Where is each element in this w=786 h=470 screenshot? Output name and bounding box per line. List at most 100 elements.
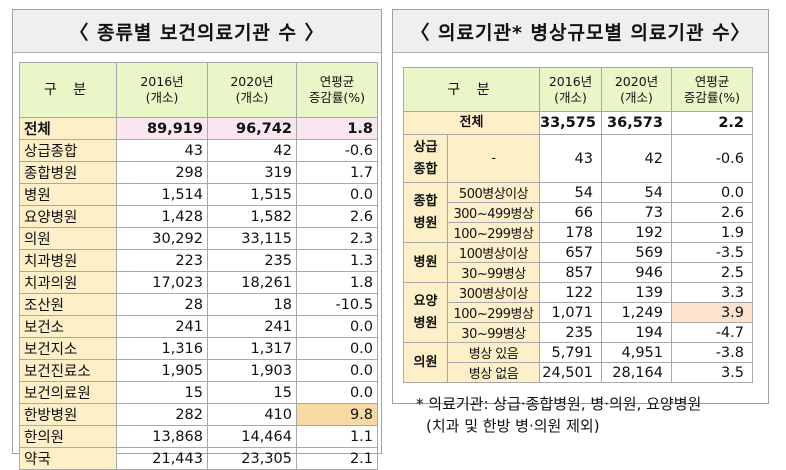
cell-rate: -10.5 (296, 293, 378, 316)
table-row: 의원 30,292 33,115 2.3 (19, 227, 378, 250)
group-label: 종합 병원 (403, 182, 448, 243)
left-panel: 〈 종류별 보건의료기관 수 〉 구 분 2016년 (개소) 2020년 (개소)… (12, 9, 382, 470)
cell-2020: 1,317 (207, 337, 297, 360)
cell-2020: 1,903 (207, 359, 297, 382)
header-category: 구 분 (19, 62, 117, 118)
group-label: 상급 종합 (403, 134, 448, 183)
table-row: 치과병원 223 235 1.3 (19, 249, 378, 272)
table-row: 보건지소 1,316 1,317 0.0 (19, 337, 378, 360)
cell-rate: 2.1 (296, 447, 378, 470)
row-label: 한방병원 (19, 403, 117, 426)
table-row: 조산원 28 18 -10.5 (19, 293, 378, 316)
cell-2016: 43 (116, 139, 208, 162)
table-row: 30~99병상 235 194 -4.7 (404, 322, 753, 343)
row-label: 보건의료원 (19, 381, 117, 404)
cell-2016: 15 (116, 381, 208, 404)
cell-rate: 2.3 (296, 227, 378, 250)
cell-2020: 4,951 (601, 342, 672, 363)
cell-rate: -0.6 (671, 134, 753, 183)
cell-2020: 319 (207, 161, 297, 184)
cell-2020: 14,464 (207, 425, 297, 448)
cell-rate: -0.6 (296, 139, 378, 162)
cell-2020: 241 (207, 315, 297, 338)
left-table: 구 분 2016년 (개소) 2020년 (개소) 연평균 증감률(%) 전체 89,9… (19, 62, 378, 470)
table-row: 한의원 13,868 14,464 1.1 (19, 425, 378, 448)
row-label: 보건진료소 (19, 359, 117, 382)
cell-2020: 139 (601, 282, 672, 303)
table-row: 상급 종합 -43 42 -0.6 (403, 134, 753, 183)
table-row: 약국 21,443 23,305 2.1 (19, 447, 378, 470)
cell-2016: 282 (116, 403, 208, 426)
cell-2016: 17,023 (116, 271, 208, 294)
row-label: 약국 (19, 447, 117, 470)
cell-2016: 13,868 (116, 425, 208, 448)
header-category: 구 분 (403, 67, 540, 112)
table-row: 종합 병원 500병상이상 54 54 0.0 (403, 182, 753, 243)
cell-rate: 2.6 (671, 202, 753, 223)
cell-2016: 30,292 (116, 227, 208, 250)
cell-2016: 33,575 (539, 111, 602, 135)
table-row: 30~99병상 857 946 2.5 (404, 262, 753, 283)
footnote-line-1: * 의료기관: 상급·종합병원, 병·의원, 요양병원 (416, 395, 702, 413)
cell-2020: 946 (601, 262, 672, 283)
group-label: 병원 (403, 242, 448, 283)
cell-rate: 0.0 (671, 182, 753, 203)
sub-label: 300병상이상 (447, 282, 540, 303)
row-label: 전체 (19, 117, 117, 140)
table-row: 의원 병상 있음 5,791 4,951 -3.8 (403, 342, 753, 383)
table-row: 요양병원 1,428 1,582 2.6 (19, 205, 378, 228)
cell-rate: 3.3 (671, 282, 753, 303)
cell-2016: 24,501 (539, 362, 602, 383)
header-rate: 연평균 증감률(%) (296, 62, 378, 118)
cell-2016: 1,071 (539, 302, 602, 323)
cell-2020: 569 (601, 242, 672, 263)
row-label: 치과병원 (19, 249, 117, 272)
cell-rate: 1.3 (296, 249, 378, 272)
cell-2020: 192 (601, 222, 672, 243)
cell-2016: 178 (539, 222, 602, 243)
sub-label: 병상 있음 (447, 342, 540, 363)
cell-rate: 0.0 (296, 381, 378, 404)
row-label: 상급종합 (19, 139, 117, 162)
cell-rate: 1.8 (296, 271, 378, 294)
header-2016: 2016년 (개소) (116, 62, 208, 118)
cell-2016: 54 (539, 182, 602, 203)
table-row-total: 전체 89,919 96,742 1.8 (19, 117, 378, 140)
table-row-total: 전체 33,575 36,573 2.2 (403, 111, 753, 135)
cell-rate: 0.0 (296, 359, 378, 382)
cell-2016: 235 (539, 322, 602, 343)
cell-2016: 1,316 (116, 337, 208, 360)
cell-2020: 42 (601, 134, 672, 183)
cell-rate: 1.7 (296, 161, 378, 184)
cell-2016: 1,428 (116, 205, 208, 228)
cell-2020: 33,115 (207, 227, 297, 250)
cell-rate: 1.8 (296, 117, 378, 140)
cell-2020: 235 (207, 249, 297, 272)
row-label: 종합병원 (19, 161, 117, 184)
sub-label: 병상 없음 (447, 362, 540, 383)
cell-2020: 96,742 (207, 117, 297, 140)
cell-2020: 73 (601, 202, 672, 223)
group-label: 의원 (403, 342, 448, 383)
cell-rate: 1.9 (671, 222, 753, 243)
row-label: 한의원 (19, 425, 117, 448)
sub-label: 300~499병상 (447, 202, 540, 223)
cell-2016: 1,905 (116, 359, 208, 382)
cell-rate: 3.5 (671, 362, 753, 383)
cell-2016: 66 (539, 202, 602, 223)
cell-2016: 223 (116, 249, 208, 272)
cell-2020: 18 (207, 293, 297, 316)
sub-label: 100~299병상 (447, 222, 540, 243)
cell-rate: 2.5 (671, 262, 753, 283)
sub-label: 30~99병상 (447, 262, 540, 283)
cell-rate: 2.6 (296, 205, 378, 228)
table-row: 병원 1,514 1,515 0.0 (19, 183, 378, 206)
cell-2016: 21,443 (116, 447, 208, 470)
sub-label: 500병상이상 (447, 182, 540, 203)
footnote: * 의료기관: 상급·종합병원, 병·의원, 요양병원 (치과 및 한방 병·의… (416, 393, 701, 437)
header-rate: 연평균 증감률(%) (671, 67, 753, 112)
header-2020: 2020년 (개소) (601, 67, 672, 112)
row-label: 보건소 (19, 315, 117, 338)
table-row: 병원 100병상이상 657 569 -3.5 (403, 242, 753, 283)
sub-label: 100~299병상 (447, 302, 540, 323)
